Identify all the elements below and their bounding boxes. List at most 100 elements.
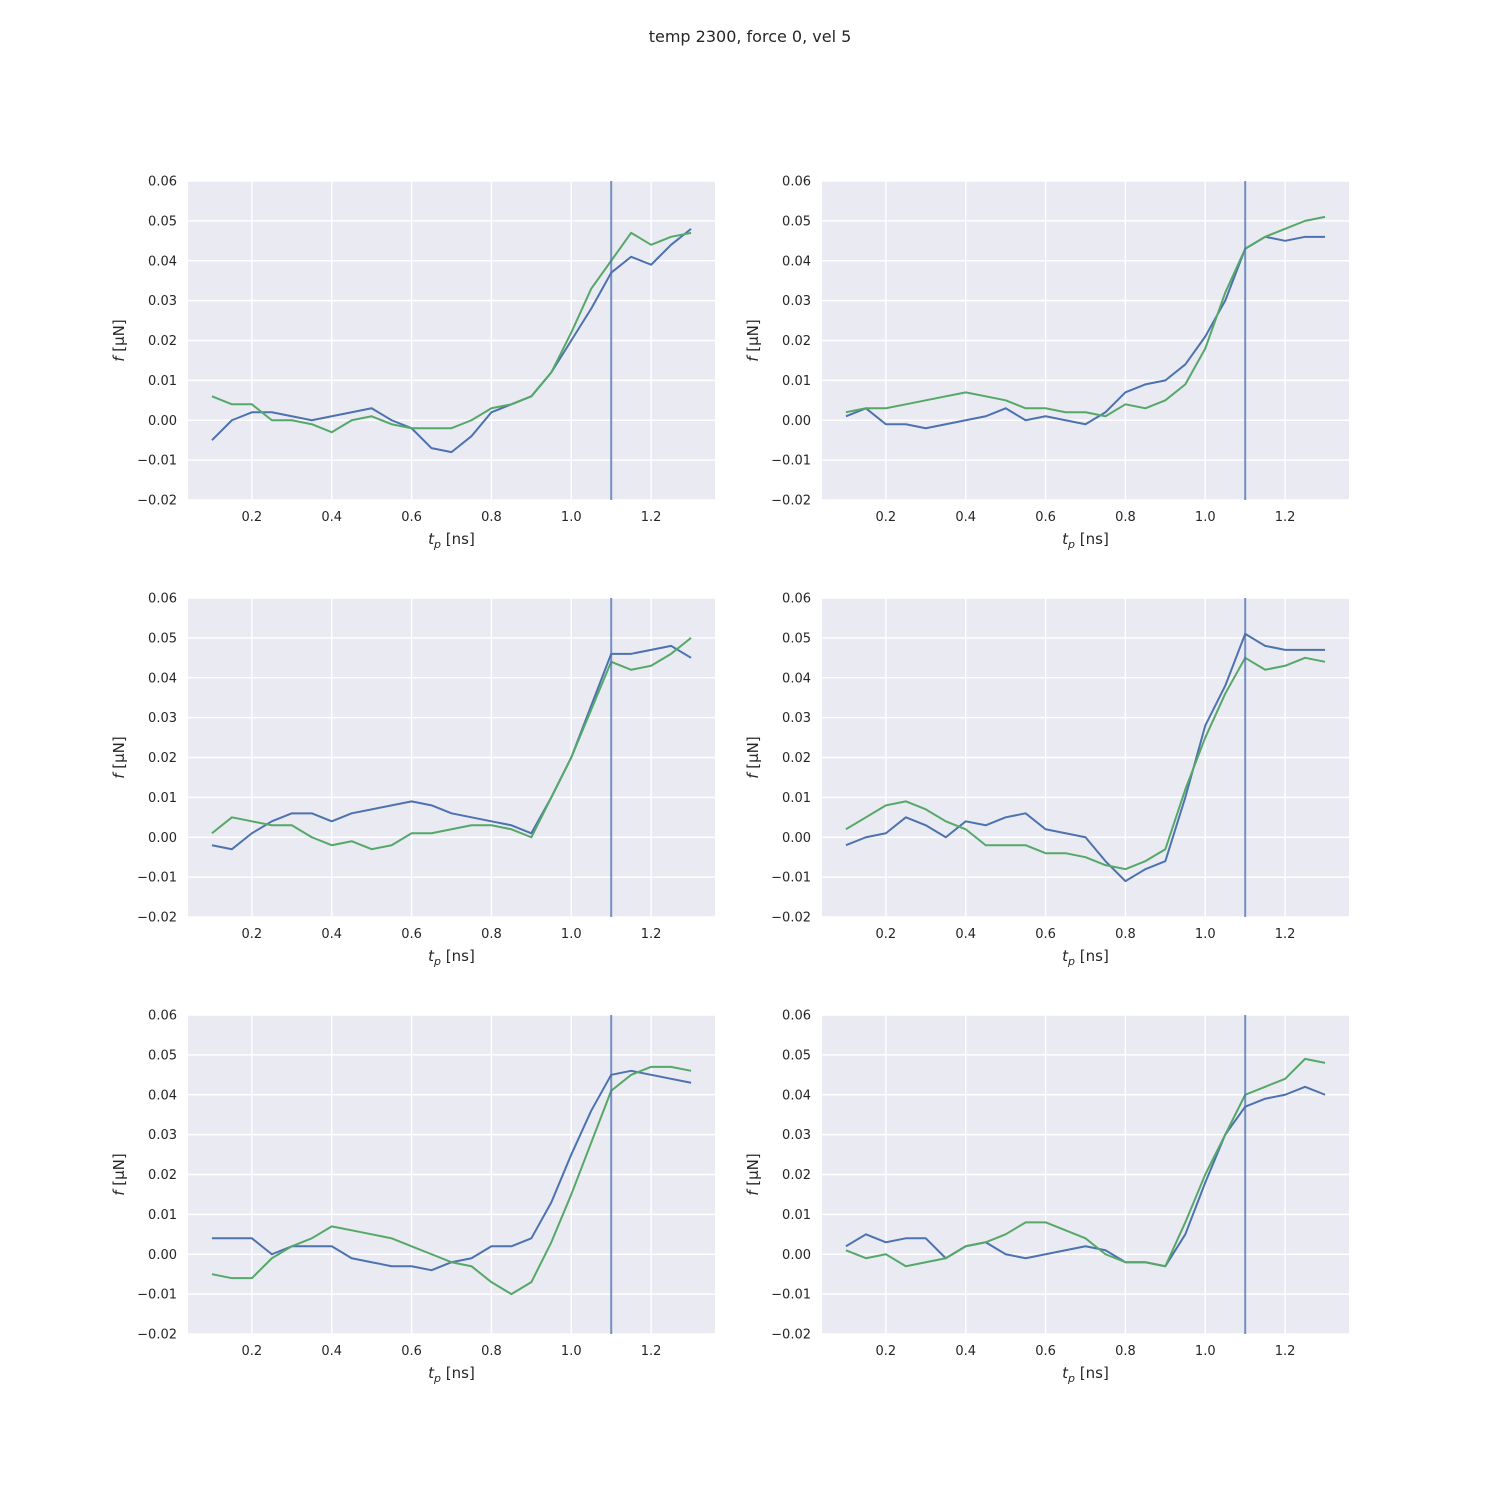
subplot-2: 0.2 0.4 0.6 0.8 1.0 1.2 −0.02 −0.01 0.00 0.01 0.02… <box>744 175 1349 551</box>
y-tick-label: 0.05 <box>148 1048 177 1063</box>
y-tick-label: 0.06 <box>148 592 177 607</box>
x-axis-label-var: t <box>1062 530 1069 548</box>
x-axis-label-var: t <box>428 530 435 548</box>
y-tick-label: 0.03 <box>782 294 811 309</box>
y-axis-label-unit: [μN] <box>110 736 128 773</box>
x-tick-label: 0.6 <box>1035 510 1056 525</box>
x-tick-label: 1.2 <box>1275 1344 1296 1359</box>
y-tick-label: −0.01 <box>137 1288 177 1303</box>
x-tick-label: 1.0 <box>1195 510 1216 525</box>
x-axis-label-subscript: p <box>433 538 441 551</box>
x-tick-label: 1.0 <box>561 927 582 942</box>
y-tick-label: −0.02 <box>771 911 811 926</box>
subplot-5: 0.2 0.4 0.6 0.8 1.0 1.2 −0.02 −0.01 0.00 0.01 0.02… <box>110 1009 715 1385</box>
y-axis-label-var: f <box>110 1188 128 1196</box>
x-axis-label-var: t <box>428 1364 435 1382</box>
x-axis-label: tp [ns] <box>1062 947 1109 968</box>
y-tick-label: 0.05 <box>148 214 177 229</box>
x-tick-label: 0.8 <box>481 510 502 525</box>
y-tick-label: 0.05 <box>782 214 811 229</box>
y-tick-label: 0.00 <box>782 831 811 846</box>
y-tick-label: 0.04 <box>782 254 811 269</box>
y-tick-label: 0.03 <box>782 711 811 726</box>
x-axis-label: tp [ns] <box>1062 1364 1109 1385</box>
x-tick-label: 0.2 <box>242 927 263 942</box>
x-tick-label: 0.8 <box>1115 1344 1136 1359</box>
x-axis-label-subscript: p <box>433 1372 441 1385</box>
y-tick-label: 0.01 <box>148 791 177 806</box>
y-tick-label: 0.01 <box>782 374 811 389</box>
x-tick-label: 0.8 <box>1115 510 1136 525</box>
y-tick-label: 0.01 <box>148 1208 177 1223</box>
y-tick-label: 0.01 <box>782 791 811 806</box>
y-axis-label-var: f <box>744 354 762 362</box>
x-tick-label: 1.0 <box>561 510 582 525</box>
x-tick-label: 0.6 <box>1035 1344 1056 1359</box>
y-tick-label: −0.02 <box>137 1328 177 1343</box>
y-tick-label: 0.06 <box>782 592 811 607</box>
x-tick-label: 0.2 <box>876 510 897 525</box>
x-tick-label: 0.4 <box>321 927 342 942</box>
y-tick-label: −0.02 <box>137 494 177 509</box>
x-tick-label: 1.2 <box>641 510 662 525</box>
y-tick-label: 0.00 <box>148 1248 177 1263</box>
y-axis-label: f [μN] <box>744 1153 762 1196</box>
x-tick-label: 1.0 <box>1195 927 1216 942</box>
y-tick-label: 0.03 <box>782 1128 811 1143</box>
y-tick-label: 0.01 <box>148 374 177 389</box>
y-tick-label: 0.03 <box>148 711 177 726</box>
y-axis-label-unit: [μN] <box>110 319 128 356</box>
subplot-1: 0.2 0.4 0.6 0.8 1.0 1.2 −0.02 −0.01 0.00 0.01 0.02… <box>110 175 715 551</box>
y-tick-label: 0.02 <box>148 1168 177 1183</box>
y-tick-label: 0.01 <box>782 1208 811 1223</box>
x-tick-label: 0.4 <box>955 927 976 942</box>
y-axis-label-unit: [μN] <box>744 1153 762 1190</box>
x-tick-label: 0.4 <box>955 510 976 525</box>
y-tick-label: 0.06 <box>148 175 177 190</box>
y-axis-label-var: f <box>110 354 128 362</box>
x-axis-label-subscript: p <box>1067 955 1075 968</box>
x-tick-label: 0.6 <box>401 510 422 525</box>
x-tick-label: 0.2 <box>242 1344 263 1359</box>
x-tick-label: 0.8 <box>481 927 502 942</box>
x-tick-label: 1.0 <box>561 1344 582 1359</box>
y-axis-label-unit: [μN] <box>110 1153 128 1190</box>
y-axis-label-var: f <box>744 1188 762 1196</box>
x-axis-label-unit: [ns] <box>1075 530 1109 548</box>
x-axis-label: tp [ns] <box>428 947 475 968</box>
x-tick-label: 0.8 <box>481 1344 502 1359</box>
y-tick-label: 0.05 <box>782 631 811 646</box>
x-axis-label: tp [ns] <box>428 1364 475 1385</box>
subplot-3: 0.2 0.4 0.6 0.8 1.0 1.2 −0.02 −0.01 0.00 0.01 0.02… <box>110 592 715 968</box>
x-axis-label-subscript: p <box>1067 1372 1075 1385</box>
x-axis-label-unit: [ns] <box>1075 947 1109 965</box>
y-tick-label: 0.06 <box>782 1009 811 1024</box>
x-axis-label: tp [ns] <box>428 530 475 551</box>
x-tick-label: 0.4 <box>955 1344 976 1359</box>
x-axis-label-subscript: p <box>433 955 441 968</box>
y-axis-label: f [μN] <box>110 736 128 779</box>
subplot-6: 0.2 0.4 0.6 0.8 1.0 1.2 −0.02 −0.01 0.00 0.01 0.02… <box>744 1009 1349 1385</box>
y-tick-label: −0.01 <box>137 454 177 469</box>
y-tick-label: 0.04 <box>782 671 811 686</box>
y-tick-label: 0.04 <box>148 254 177 269</box>
y-tick-label: 0.06 <box>148 1009 177 1024</box>
y-tick-label: 0.06 <box>782 175 811 190</box>
y-axis-label: f [μN] <box>110 319 128 362</box>
y-axis-label-unit: [μN] <box>744 319 762 356</box>
y-tick-label: −0.02 <box>771 1328 811 1343</box>
y-tick-label: −0.02 <box>771 494 811 509</box>
y-axis-label-var: f <box>110 771 128 779</box>
y-tick-label: 0.00 <box>148 414 177 429</box>
x-tick-label: 0.2 <box>876 1344 897 1359</box>
y-axis-label: f [μN] <box>744 319 762 362</box>
y-tick-label: 0.00 <box>148 831 177 846</box>
y-tick-label: −0.01 <box>771 871 811 886</box>
y-tick-label: 0.02 <box>148 334 177 349</box>
y-tick-label: 0.02 <box>148 751 177 766</box>
x-tick-label: 0.6 <box>1035 927 1056 942</box>
x-axis-label-var: t <box>1062 1364 1069 1382</box>
x-tick-label: 1.2 <box>641 927 662 942</box>
y-axis-label: f [μN] <box>744 736 762 779</box>
